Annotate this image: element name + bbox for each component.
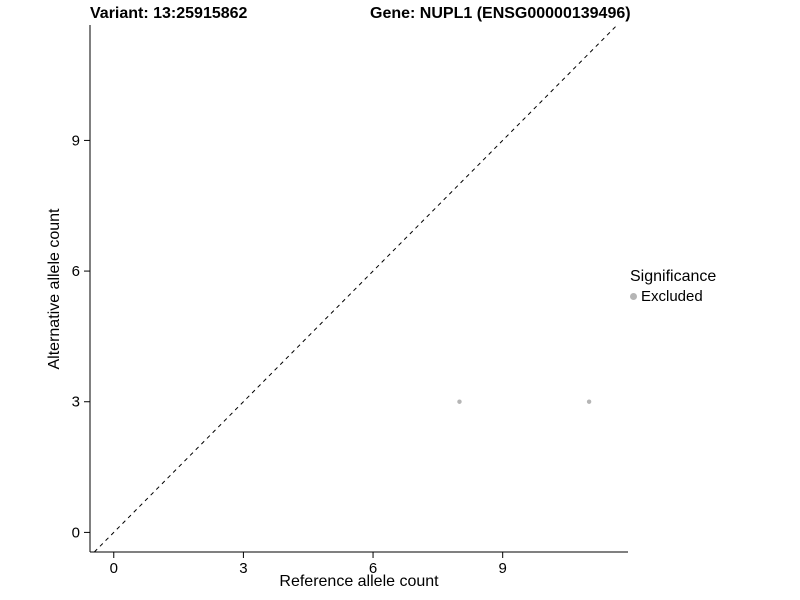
legend-item-excluded: Excluded	[630, 288, 716, 305]
y-tick-label: 0	[72, 524, 80, 541]
x-tick-label: 3	[239, 560, 247, 577]
x-tick-label: 0	[110, 560, 118, 577]
legend: Significance Excluded	[630, 268, 716, 305]
plot-title-gene: Gene: NUPL1 (ENSG00000139496)	[370, 5, 631, 22]
y-tick-label: 9	[72, 132, 80, 149]
y-tick-label: 6	[72, 263, 80, 280]
legend-item-label: Excluded	[641, 288, 703, 305]
x-axis-label: Reference allele count	[279, 573, 439, 590]
data-point	[457, 399, 462, 404]
data-point	[586, 399, 592, 404]
x-tick-label: 6	[369, 560, 377, 577]
y-axis-label: Alternative allele count	[46, 208, 63, 370]
plot-title-variant: Variant: 13:25915862	[90, 5, 248, 22]
legend-dot-icon	[630, 293, 637, 300]
y-tick-label: 3	[72, 394, 80, 411]
identity-reference-line	[93, 24, 618, 553]
x-tick-label: 9	[499, 560, 507, 577]
legend-title: Significance	[630, 268, 717, 285]
